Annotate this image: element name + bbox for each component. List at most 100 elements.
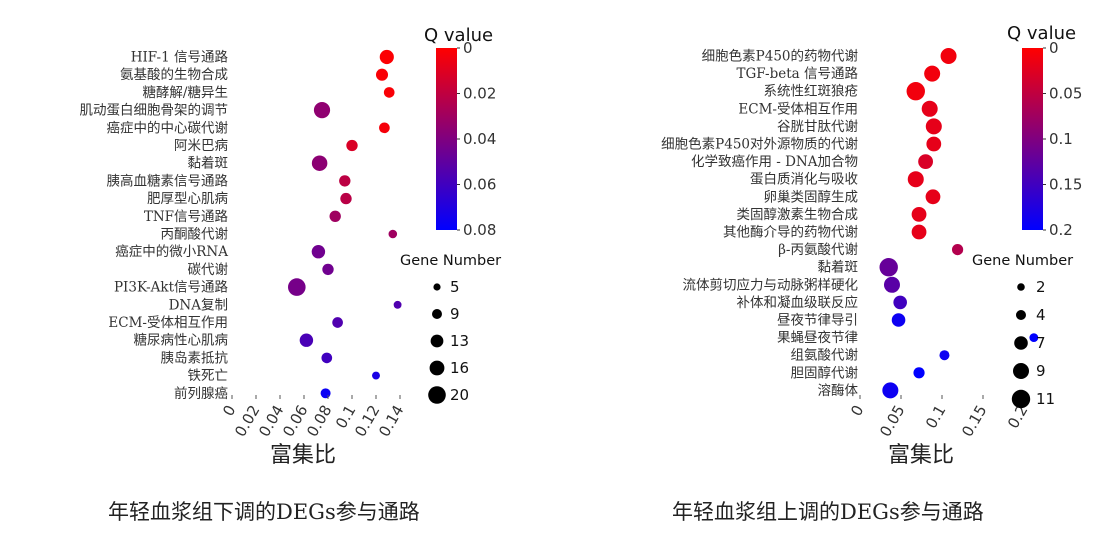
pathway-label: ECM-受体相互作用 bbox=[108, 315, 228, 331]
data-point bbox=[311, 155, 328, 171]
size-legend-dot bbox=[430, 334, 444, 348]
pathway-label: 胰高血糖素信号通路 bbox=[107, 172, 229, 189]
data-point bbox=[891, 313, 906, 327]
pathway-label: 碳代谢 bbox=[188, 262, 229, 278]
data-point bbox=[939, 350, 950, 361]
x-tick-label: 0 bbox=[219, 402, 239, 419]
color-legend-tick-label: 0.04 bbox=[463, 130, 496, 148]
data-point bbox=[339, 175, 351, 187]
x-tick-label: 0.08 bbox=[303, 402, 335, 440]
data-point bbox=[921, 100, 938, 117]
pathway-label: 流体剪切应力与动脉粥样硬化 bbox=[683, 276, 859, 293]
pathway-label: 溶酶体 bbox=[818, 383, 859, 399]
chart-caption-right: 年轻血浆组上调的DEGs参与通路 bbox=[672, 500, 984, 524]
pathway-label: 蛋白质消化与吸收 bbox=[750, 172, 858, 188]
data-point bbox=[388, 229, 398, 239]
x-axis-title: 富集比 bbox=[888, 443, 954, 468]
size-legend-label: 9 bbox=[450, 305, 460, 323]
data-point bbox=[951, 244, 964, 256]
data-point bbox=[879, 258, 898, 277]
pathway-label: ECM-受体相互作用 bbox=[738, 101, 858, 117]
pathway-label: 化学致癌作用 - DNA加合物 bbox=[691, 154, 858, 170]
x-axis-title: 富集比 bbox=[270, 443, 336, 468]
size-legend-label: 2 bbox=[1036, 278, 1046, 296]
size-legend-label: 20 bbox=[450, 386, 469, 404]
size-legend-dot bbox=[432, 309, 442, 319]
data-point bbox=[299, 333, 314, 347]
color-legend-tick-label: 0 bbox=[1049, 39, 1059, 57]
data-point bbox=[911, 224, 927, 240]
pathway-label: 糖尿病性心肌病 bbox=[134, 333, 229, 349]
size-legend-dot bbox=[429, 360, 445, 376]
pathway-label: 卵巢类固醇生成 bbox=[764, 188, 859, 205]
data-point bbox=[379, 49, 394, 65]
x-tick-label: 0.02 bbox=[231, 402, 263, 440]
data-point bbox=[321, 352, 333, 364]
size-legend-title: Gene Number bbox=[972, 253, 1073, 269]
pathway-label: 补体和凝血级联反应 bbox=[737, 294, 859, 311]
pathway-label: 糖酵解/糖异生 bbox=[142, 85, 228, 101]
x-tick-label: 0.15 bbox=[958, 402, 990, 440]
size-legend-dot bbox=[1016, 310, 1026, 320]
color-legend-tick-label: 0.08 bbox=[463, 221, 496, 239]
pathway-label: 细胞色素P450的药物代谢 bbox=[702, 48, 858, 65]
data-point bbox=[883, 276, 900, 293]
pathway-label: 阿米巴病 bbox=[174, 138, 228, 154]
pathway-label: 肌动蛋白细胞骨架的调节 bbox=[80, 103, 229, 119]
pathway-label: TNF信号通路 bbox=[144, 209, 229, 225]
data-point bbox=[882, 382, 899, 399]
pathway-label: 黏着斑 bbox=[188, 155, 229, 172]
data-point bbox=[911, 207, 927, 222]
pathway-label: 谷胱甘肽代谢 bbox=[777, 119, 858, 135]
size-legend-dot bbox=[1011, 389, 1031, 409]
size-legend-label: 13 bbox=[450, 332, 469, 350]
size-legend-dot bbox=[433, 283, 441, 291]
pathway-label: PI3K-Akt信号通路 bbox=[114, 280, 229, 296]
chart-panel-left: HIF-1 信号通路氨基酸的生物合成糖酵解/糖异生肌动蛋白细胞骨架的调节癌症中的… bbox=[80, 25, 502, 468]
data-point bbox=[383, 87, 395, 98]
data-point bbox=[925, 118, 942, 135]
data-point bbox=[1029, 333, 1039, 342]
pathway-label: 类固醇激素生物合成 bbox=[737, 206, 859, 223]
data-point bbox=[924, 65, 941, 82]
color-legend-tick-label: 0.06 bbox=[463, 176, 496, 194]
data-point bbox=[379, 122, 390, 134]
pathway-label: 癌症中的微小RNA bbox=[115, 244, 228, 260]
pathway-label: 氨基酸的生物合成 bbox=[120, 66, 228, 83]
data-point bbox=[906, 82, 925, 101]
color-legend-title: Q value bbox=[1007, 23, 1076, 44]
pathway-label: HIF-1 信号通路 bbox=[131, 50, 229, 66]
color-legend-bar bbox=[436, 48, 457, 230]
pathway-label: 系统性红斑狼疮 bbox=[764, 84, 859, 100]
data-point bbox=[320, 388, 331, 399]
pathway-label: 组氨酸代谢 bbox=[791, 348, 859, 364]
data-point bbox=[329, 210, 341, 222]
data-point bbox=[346, 139, 358, 152]
pathway-label: 铁死亡 bbox=[188, 368, 229, 384]
size-legend-dot bbox=[1014, 336, 1028, 350]
pathway-label: β-丙氨酸代谢 bbox=[778, 242, 858, 258]
data-point bbox=[918, 154, 933, 170]
color-legend-tick-label: 0 bbox=[463, 39, 473, 57]
data-point bbox=[311, 244, 326, 259]
data-point bbox=[393, 300, 402, 309]
data-point bbox=[332, 317, 343, 328]
data-point bbox=[893, 295, 907, 310]
size-legend-label: 7 bbox=[1036, 334, 1046, 352]
pathway-label: 果蝇昼夜节律 bbox=[777, 330, 858, 346]
pathway-label: 肥厚型心肌病 bbox=[147, 191, 228, 207]
size-legend-dot bbox=[1013, 363, 1029, 379]
color-legend-tick-label: 0.2 bbox=[1049, 221, 1073, 239]
color-legend-tick-label: 0.02 bbox=[463, 85, 496, 103]
color-legend-tick-label: 0.15 bbox=[1049, 176, 1082, 194]
data-point bbox=[372, 371, 380, 380]
x-tick-label: 0.06 bbox=[279, 402, 311, 440]
data-point bbox=[907, 171, 924, 188]
color-legend-tick-label: 0.05 bbox=[1049, 85, 1082, 103]
x-tick-label: 0.05 bbox=[876, 402, 908, 440]
pathway-label: DNA复制 bbox=[169, 296, 228, 313]
pathway-label: 黏着斑 bbox=[818, 259, 859, 276]
data-point bbox=[940, 48, 957, 64]
size-legend-title: Gene Number bbox=[400, 253, 501, 269]
